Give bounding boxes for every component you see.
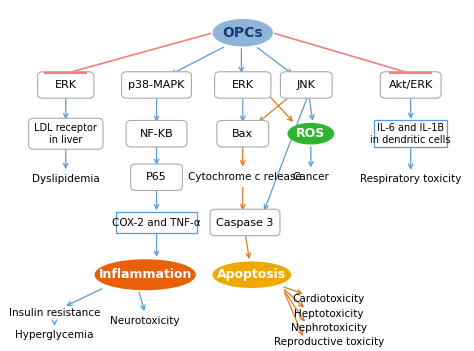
Ellipse shape [95,260,195,290]
Text: Akt/ERK: Akt/ERK [389,80,433,90]
Text: Neurotoxicity: Neurotoxicity [110,316,180,326]
Text: Reproductive toxicity: Reproductive toxicity [274,337,384,347]
Text: Hyperglycemia: Hyperglycemia [15,330,94,340]
FancyBboxPatch shape [281,72,332,98]
FancyBboxPatch shape [217,120,269,147]
FancyBboxPatch shape [374,120,447,147]
Text: Caspase 3: Caspase 3 [216,218,273,227]
Text: ROS: ROS [296,127,326,140]
Text: NF-KB: NF-KB [140,129,173,139]
Text: COX-2 and TNF-α: COX-2 and TNF-α [112,218,201,227]
FancyBboxPatch shape [215,72,271,98]
Text: OPCs: OPCs [222,26,263,40]
Text: Apoptosis: Apoptosis [217,268,286,281]
Text: Respiratory toxicity: Respiratory toxicity [360,174,461,184]
Text: ERK: ERK [55,80,77,90]
FancyBboxPatch shape [37,72,94,98]
Text: Dyslipidemia: Dyslipidemia [32,174,100,184]
Text: Cancer: Cancer [292,172,329,182]
Text: IL-6 and IL-1B
in dendritic cells: IL-6 and IL-1B in dendritic cells [371,123,451,145]
Ellipse shape [213,20,272,46]
Ellipse shape [288,124,334,144]
FancyBboxPatch shape [210,209,280,236]
Text: ERK: ERK [232,80,254,90]
Text: Nephrotoxicity: Nephrotoxicity [291,323,367,333]
Text: Inflammation: Inflammation [99,268,192,281]
Text: Cardiotoxicity: Cardiotoxicity [293,294,365,304]
Text: JNK: JNK [297,80,316,90]
FancyBboxPatch shape [116,212,197,233]
Text: Insulin resistance: Insulin resistance [9,308,100,318]
FancyBboxPatch shape [126,120,187,147]
FancyBboxPatch shape [28,118,103,149]
Text: LDL receptor
in liver: LDL receptor in liver [34,123,97,145]
FancyBboxPatch shape [122,72,191,98]
Ellipse shape [213,262,291,287]
Text: P65: P65 [146,172,167,182]
FancyBboxPatch shape [131,164,182,191]
FancyBboxPatch shape [380,72,441,98]
Text: Bax: Bax [232,129,253,139]
Text: p38-MAPK: p38-MAPK [128,80,185,90]
Text: Cytochrome c release: Cytochrome c release [188,172,302,182]
Text: Heptotoxicity: Heptotoxicity [294,309,364,319]
